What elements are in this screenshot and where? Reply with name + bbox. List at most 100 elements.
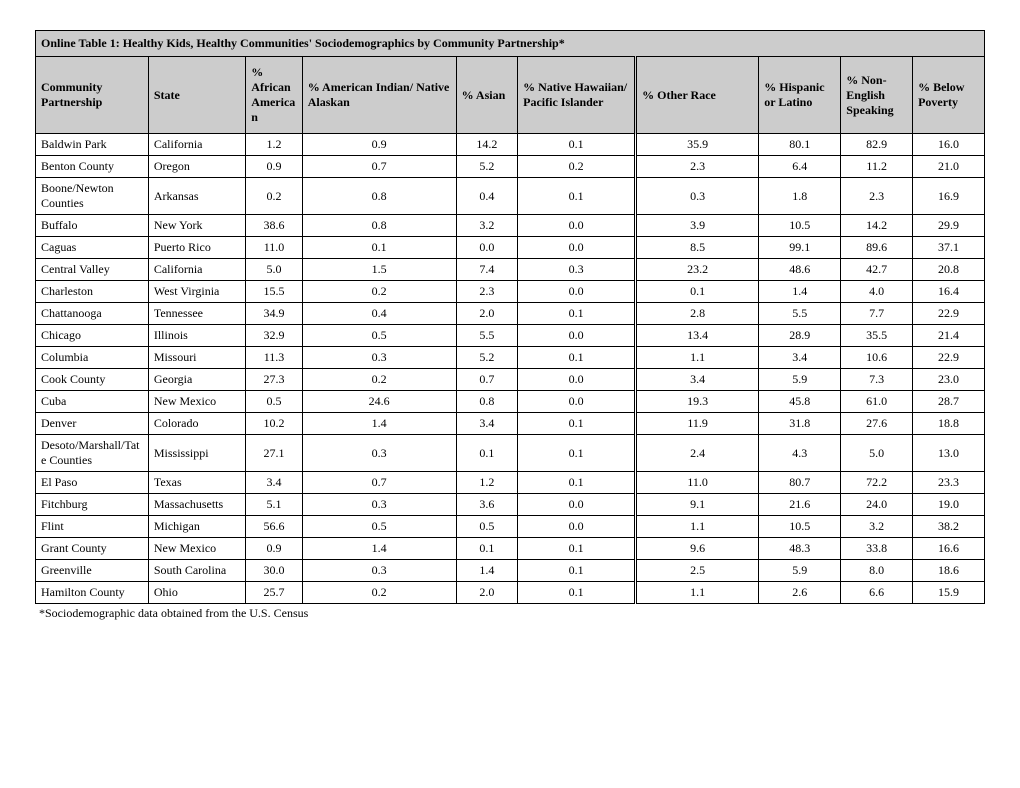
table-cell: 82.9 [841,134,913,156]
table-cell: 25.7 [246,582,302,604]
table-cell: 0.1 [518,134,636,156]
table-cell: Charleston [36,281,149,303]
table-cell: 21.4 [913,325,985,347]
table-cell: 33.8 [841,538,913,560]
table-cell: 11.0 [246,237,302,259]
table-cell: 1.4 [759,281,841,303]
table-cell: West Virginia [148,281,245,303]
table-cell: Grant County [36,538,149,560]
table-cell: 0.5 [302,516,456,538]
table-row: CharlestonWest Virginia15.50.22.30.00.11… [36,281,985,303]
col-nhpi: % Native Hawaiian/ Pacific Islander [518,57,636,134]
table-cell: Massachusetts [148,494,245,516]
table-cell: 1.2 [246,134,302,156]
table-cell: Fitchburg [36,494,149,516]
table-cell: 7.4 [456,259,518,281]
table-cell: 42.7 [841,259,913,281]
table-cell: California [148,259,245,281]
table-cell: Michigan [148,516,245,538]
table-cell: 22.9 [913,347,985,369]
table-cell: California [148,134,245,156]
table-cell: 23.0 [913,369,985,391]
table-cell: 72.2 [841,472,913,494]
table-cell: 0.9 [246,156,302,178]
table-cell: 2.4 [636,435,759,472]
table-cell: 14.2 [456,134,518,156]
table-cell: 32.9 [246,325,302,347]
table-cell: 0.3 [302,347,456,369]
table-cell: 16.4 [913,281,985,303]
table-cell: 2.3 [841,178,913,215]
table-cell: 2.3 [456,281,518,303]
table-cell: Benton County [36,156,149,178]
table-cell: 10.6 [841,347,913,369]
table-cell: 4.0 [841,281,913,303]
table-cell: 4.3 [759,435,841,472]
table-cell: 3.2 [456,215,518,237]
table-title: Online Table 1: Healthy Kids, Healthy Co… [36,31,985,57]
table-cell: 5.0 [246,259,302,281]
col-noneng: % Non-English Speaking [841,57,913,134]
table-cell: Flint [36,516,149,538]
table-cell: 37.1 [913,237,985,259]
table-cell: Baldwin Park [36,134,149,156]
table-cell: 80.1 [759,134,841,156]
table-row: CubaNew Mexico0.524.60.80.019.345.861.02… [36,391,985,413]
col-hisp: % Hispanic or Latino [759,57,841,134]
table-cell: 9.6 [636,538,759,560]
table-cell: Mississippi [148,435,245,472]
table-cell: 0.3 [302,435,456,472]
table-row: Cook CountyGeorgia27.30.20.70.03.45.97.3… [36,369,985,391]
table-cell: 0.0 [518,391,636,413]
table-cell: Desoto/Marshall/Tate Counties [36,435,149,472]
table-cell: 0.5 [456,516,518,538]
table-cell: 0.1 [636,281,759,303]
table-cell: 10.5 [759,215,841,237]
table-cell: 23.3 [913,472,985,494]
table-row: Desoto/Marshall/Tate CountiesMississippi… [36,435,985,472]
table-cell: 0.2 [518,156,636,178]
col-poverty: % Below Poverty [913,57,985,134]
table-cell: 24.6 [302,391,456,413]
table-row: Grant CountyNew Mexico0.91.40.10.19.648.… [36,538,985,560]
table-cell: 0.3 [302,494,456,516]
table-cell: 0.3 [636,178,759,215]
table-cell: 24.0 [841,494,913,516]
table-cell: 16.0 [913,134,985,156]
table-cell: 0.7 [302,472,456,494]
table-cell: 45.8 [759,391,841,413]
table-row: Central ValleyCalifornia5.01.57.40.323.2… [36,259,985,281]
table-cell: 27.6 [841,413,913,435]
table-cell: 0.1 [518,347,636,369]
table-cell: 10.2 [246,413,302,435]
table-cell: 3.4 [246,472,302,494]
table-cell: 31.8 [759,413,841,435]
table-cell: 7.3 [841,369,913,391]
table-cell: 0.4 [456,178,518,215]
table-cell: 38.2 [913,516,985,538]
table-cell: 8.5 [636,237,759,259]
table-cell: Arkansas [148,178,245,215]
table-cell: 0.1 [302,237,456,259]
table-cell: 28.7 [913,391,985,413]
table-cell: 38.6 [246,215,302,237]
table-cell: 89.6 [841,237,913,259]
table-row: FlintMichigan56.60.50.50.01.110.53.238.2 [36,516,985,538]
table-cell: 0.7 [302,156,456,178]
table-cell: 3.4 [636,369,759,391]
table-cell: 0.2 [302,281,456,303]
table-cell: 9.1 [636,494,759,516]
table-cell: 27.1 [246,435,302,472]
table-cell: 30.0 [246,560,302,582]
table-cell: Chattanooga [36,303,149,325]
table-cell: 0.0 [518,325,636,347]
table-cell: 0.0 [518,516,636,538]
table-cell: 20.8 [913,259,985,281]
table-cell: 0.3 [518,259,636,281]
table-cell: 1.8 [759,178,841,215]
table-cell: 1.1 [636,582,759,604]
table-cell: 0.2 [302,369,456,391]
table-cell: Oregon [148,156,245,178]
table-cell: Illinois [148,325,245,347]
table-row: Benton CountyOregon0.90.75.20.22.36.411.… [36,156,985,178]
